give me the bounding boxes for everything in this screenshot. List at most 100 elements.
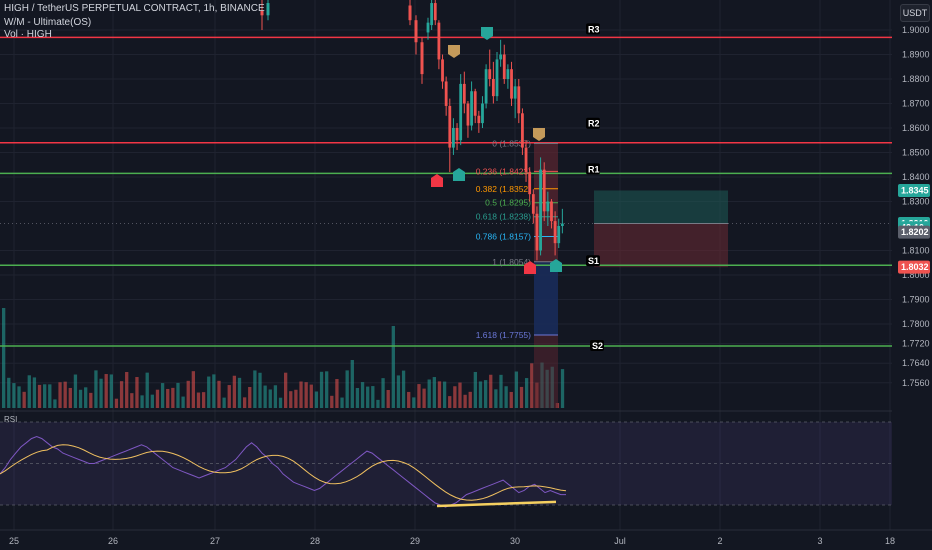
volume-bar (448, 396, 452, 408)
volume-bar (181, 396, 185, 408)
volume-bar (314, 391, 319, 408)
volume-bar (222, 397, 226, 408)
volume-bar (401, 370, 406, 408)
long-position-tool[interactable] (0, 190, 892, 268)
candle-body (452, 128, 455, 148)
volume-bar (212, 374, 216, 408)
fib-label: 0.618 (1.8238) (476, 212, 531, 222)
candle-body (553, 221, 557, 244)
price-label-box (898, 183, 930, 197)
support-resistance-levels[interactable]: R3 R2 R1 S1 S2 (0, 23, 892, 352)
volume-bar (412, 397, 416, 408)
volume-bar (299, 381, 303, 408)
volume-bar (560, 369, 565, 408)
price-tick: 1.7560 (902, 378, 930, 388)
candle-body (560, 223, 564, 226)
volume-bar (350, 360, 354, 408)
fib-label: 1 (1.8054) (492, 257, 531, 267)
rsi-ma-line (0, 444, 567, 501)
candle-body (513, 86, 517, 99)
volume-bar (432, 377, 436, 408)
volume-bar (242, 397, 247, 408)
buy-marker (453, 168, 465, 181)
price-tick: 1.9000 (902, 25, 930, 35)
fib-extension-zone (534, 261, 558, 336)
candle-body (408, 5, 412, 21)
volume-bar (463, 394, 467, 408)
candle-body (260, 10, 264, 16)
fib-label: 0.382 (1.8352) (476, 184, 531, 194)
time-tick: 28 (310, 536, 320, 546)
price-tick: 1.7800 (902, 319, 930, 329)
volume-bar (422, 388, 426, 408)
volume-bar (483, 380, 488, 408)
level-badge-r3 (586, 23, 600, 35)
time-axis[interactable]: 25 26 27 28 29 30 Jul 2 3 18 (0, 529, 932, 550)
price-tick: 1.8400 (902, 172, 930, 182)
level-label-s2: S2 (592, 341, 603, 351)
candle-body (539, 169, 542, 251)
rsi-panel: RSI70.0060.0050.0040.0030.0020.00 (0, 410, 925, 531)
volume-bar (530, 363, 534, 408)
volume-bar (396, 375, 401, 408)
candle-body (521, 113, 524, 148)
volume-bar (125, 371, 129, 408)
volume-bar (360, 382, 365, 408)
fibonacci-zone (534, 143, 558, 408)
volume-bar (381, 378, 385, 408)
volume-bar (63, 381, 67, 408)
volume-bar (12, 383, 16, 408)
volume-bar (376, 399, 380, 408)
volume-bar (89, 392, 93, 408)
volume-bar (196, 392, 201, 408)
price-tick: 1.8700 (902, 99, 930, 109)
volume-bar (160, 383, 165, 408)
price-tick: 1.7640 (902, 358, 930, 368)
rsi-divergence-line (436, 500, 557, 508)
time-tick: 27 (210, 536, 220, 546)
candle-body (517, 86, 521, 114)
top-buy-marker (481, 27, 493, 40)
level-badge-s1 (586, 255, 600, 267)
price-tick: 1.7900 (902, 295, 930, 305)
volume-bar (201, 392, 206, 408)
volume-bar (32, 377, 37, 408)
candle-body (546, 201, 550, 212)
volume-bar (135, 377, 139, 408)
volume-bar (473, 371, 478, 408)
volume-bar (478, 381, 483, 408)
price-tick: 1.8800 (902, 74, 930, 84)
candle-body (448, 105, 452, 148)
time-axis-bg (0, 530, 932, 550)
volume-bar (217, 380, 221, 408)
rsi-line (0, 435, 566, 508)
volume-bar (114, 398, 119, 408)
price-label: 1.8345 (901, 185, 929, 195)
candle-body (470, 91, 473, 126)
volume-bar (268, 389, 272, 408)
price-tick: 1.8900 (902, 50, 930, 60)
volume-bar (7, 377, 11, 408)
volume-bar (22, 391, 26, 408)
candle-body (437, 22, 441, 60)
level-label-r3: R3 (588, 24, 600, 34)
volume-bar (284, 372, 288, 408)
candle-body (510, 69, 513, 99)
candle-body (444, 81, 448, 106)
price-tick: 1.8000 (902, 270, 930, 280)
price-axis[interactable]: 1.9000 1.8900 1.8800 1.8700 1.8600 1.8500 1.84… (892, 0, 932, 530)
volume-bar (73, 374, 78, 408)
volume-bar (489, 374, 493, 408)
level-label-r2: R2 (588, 119, 600, 129)
price-tick: 1.8500 (902, 148, 930, 158)
candle-body (430, 3, 434, 26)
candle-body (266, 3, 270, 16)
volume-bar (27, 375, 31, 408)
volume-bar (514, 371, 519, 408)
fib-label: 0.5 (1.8295) (485, 198, 531, 208)
fib-label: 0.236 (1.8423) (476, 166, 531, 176)
volume-bar (253, 370, 257, 408)
fib-label: 1.618 (1.7755) (476, 330, 531, 340)
currency-button[interactable]: USDT (900, 4, 930, 22)
